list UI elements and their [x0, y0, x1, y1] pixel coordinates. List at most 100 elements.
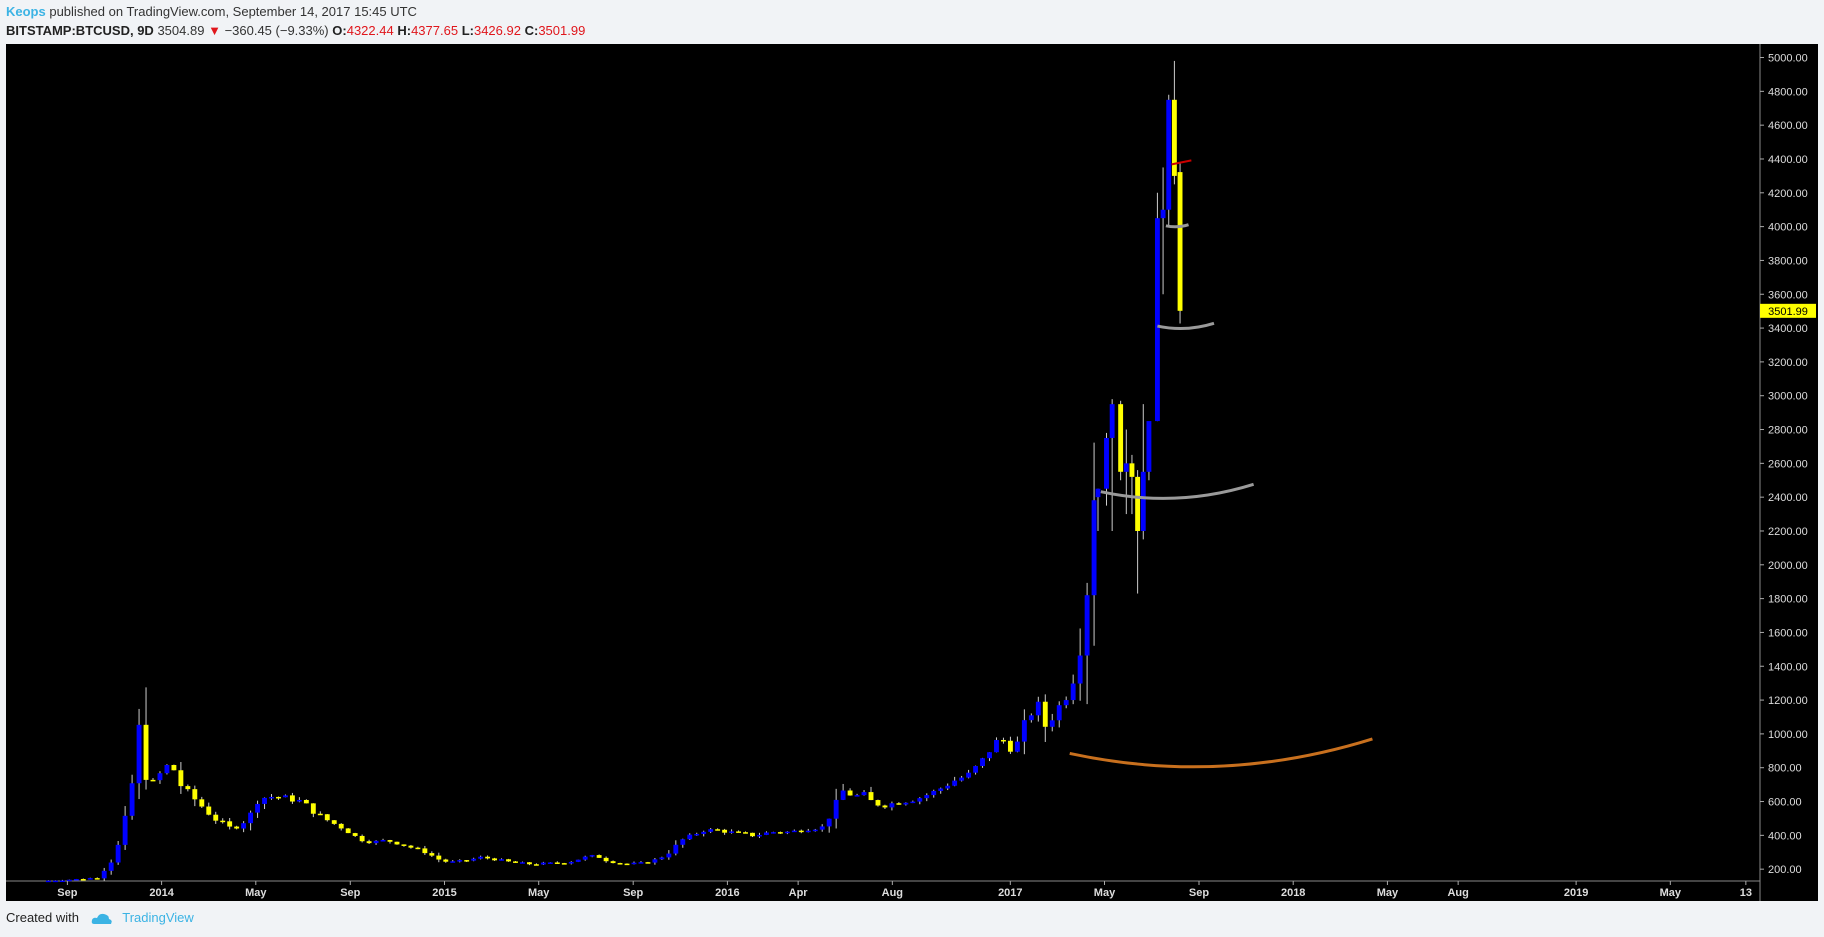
author-link[interactable]: Keops [6, 4, 46, 19]
high-value: 4377.65 [411, 23, 459, 38]
candle-down [213, 814, 219, 821]
candle-up [652, 859, 658, 863]
candle-down [206, 806, 212, 815]
time-tick-label: May [1377, 887, 1399, 899]
candle-down [513, 861, 518, 863]
candle-down [645, 862, 651, 864]
price-tick-label: 3200.00 [1768, 357, 1808, 369]
candle-up [805, 830, 811, 833]
candle-up [575, 859, 581, 862]
candle-down [234, 826, 240, 829]
drawings-layer [1069, 159, 1373, 769]
candle-down [408, 845, 414, 848]
price-tick-label: 3400.00 [1768, 323, 1808, 335]
candle-down [603, 857, 609, 862]
tradingview-cloud-icon[interactable] [91, 912, 113, 926]
candle-up [1035, 701, 1041, 716]
candle-up [784, 831, 790, 834]
time-tick-label: Apr [789, 887, 809, 899]
gray-arc-drawing [1100, 482, 1255, 500]
candle-down [1001, 739, 1006, 742]
time-tick-label: May [1660, 887, 1682, 899]
candle-up [1140, 471, 1146, 531]
time-tick-label: Sep [57, 887, 77, 899]
time-tick-label: Sep [1189, 887, 1209, 899]
price-tick-label: 1600.00 [1768, 627, 1808, 639]
candle-up [478, 856, 484, 859]
candle-down [429, 853, 435, 856]
candle-up [1063, 700, 1069, 706]
candle-up [373, 840, 379, 844]
candle-down [303, 799, 309, 804]
candle-up [861, 792, 867, 796]
candle-up [1160, 209, 1166, 219]
price-tick-label: 3800.00 [1768, 255, 1808, 267]
candle-up [52, 880, 58, 883]
candle-up [164, 764, 170, 774]
price-tick-label: 2000.00 [1768, 560, 1808, 572]
candle-down [743, 832, 748, 834]
candle-up [283, 795, 288, 798]
high-label: H: [397, 23, 412, 38]
candle-up [73, 879, 79, 881]
candle-up [1077, 655, 1083, 684]
candle-up [1091, 500, 1097, 596]
candle-up [952, 780, 958, 786]
candle-down [436, 855, 442, 860]
candle-up [889, 803, 895, 808]
candle-up [262, 797, 267, 804]
candle-down [798, 830, 804, 833]
candle-up [87, 878, 93, 880]
candle-up [1014, 741, 1020, 752]
candle-up [66, 879, 72, 882]
candle-up [1104, 437, 1109, 489]
candle-up [701, 831, 707, 834]
tradingview-link[interactable]: TradingView [122, 910, 194, 925]
price-tick-label: 3000.00 [1768, 391, 1808, 403]
candle-up [687, 834, 693, 840]
candle-down [310, 803, 316, 814]
candle-up [122, 815, 128, 845]
candle-down [220, 820, 226, 823]
candle-down [192, 789, 198, 800]
candle-down [324, 814, 330, 821]
candle-up [1095, 488, 1101, 498]
candle-up [757, 834, 762, 837]
candle-up [129, 783, 135, 816]
candle-up [1049, 720, 1055, 727]
candle-up [45, 880, 51, 883]
candle-down [896, 803, 902, 805]
price-tick-label: 400.00 [1768, 830, 1802, 842]
candle-down [276, 796, 281, 799]
price-tick-label: 1800.00 [1768, 594, 1808, 606]
created-with-text: Created with [6, 910, 79, 925]
candle-down [1129, 463, 1135, 477]
candle-up [241, 823, 247, 829]
price-axis-area[interactable] [1760, 44, 1818, 881]
candle-down [1007, 740, 1013, 752]
change-value: −360.45 (−9.33%) [224, 23, 329, 38]
candle-down [610, 861, 616, 864]
candle-down [485, 856, 491, 859]
time-axis-area[interactable] [6, 881, 1818, 901]
candle-down [722, 829, 728, 833]
candle-down [331, 820, 337, 824]
candle-down [750, 832, 755, 837]
candle-down [422, 848, 428, 854]
candle-down [394, 841, 400, 845]
candle-up [966, 772, 972, 778]
candle-up [547, 862, 553, 864]
candle-up [673, 844, 679, 854]
price-tick-label: 600.00 [1768, 797, 1802, 809]
candle-up [471, 858, 477, 861]
candle-up [1056, 705, 1062, 721]
candle-up [638, 862, 644, 864]
candle-up [708, 829, 714, 832]
candle-up [157, 773, 163, 781]
candle-up [924, 795, 930, 799]
candle-up [1166, 99, 1172, 210]
candle-up [499, 859, 504, 861]
candle-down [715, 829, 721, 831]
candle-up [568, 861, 574, 864]
